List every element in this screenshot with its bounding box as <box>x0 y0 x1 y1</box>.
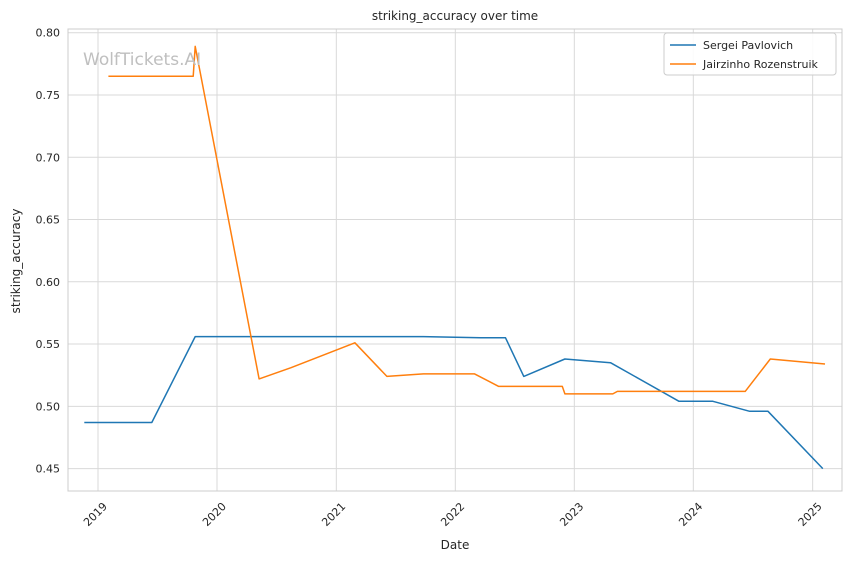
y-tick-label: 0.70 <box>36 151 61 164</box>
y-tick-label: 0.75 <box>36 89 61 102</box>
series-lines <box>84 45 826 470</box>
y-tick-label: 0.60 <box>36 276 61 289</box>
plot-area-frame <box>67 28 843 492</box>
y-tick-label: 0.55 <box>36 338 61 351</box>
y-tick-label: 0.45 <box>36 463 61 476</box>
watermark: WolfTickets.AI <box>83 50 201 70</box>
grid <box>68 29 842 491</box>
series-line-sergei-pavlovich <box>84 335 824 470</box>
legend-label-jairzinho-rozenstruik: Jairzinho Rozenstruik <box>702 58 819 71</box>
y-tick-label: 0.65 <box>36 214 61 227</box>
legend-box <box>663 32 837 76</box>
y-axis-label: striking_accuracy <box>9 209 23 314</box>
chart-title: striking_accuracy over time <box>372 9 538 23</box>
legend-label-sergei-pavlovich: Sergei Pavlovich <box>703 39 793 52</box>
legend: Sergei Pavlovich Jairzinho Rozenstruik <box>663 32 837 76</box>
y-tick-label: 0.80 <box>36 27 61 40</box>
series-line-jairzinho-rozenstruik <box>108 45 826 395</box>
x-axis-label: Date <box>441 538 470 552</box>
y-tick-label: 0.50 <box>36 400 61 413</box>
